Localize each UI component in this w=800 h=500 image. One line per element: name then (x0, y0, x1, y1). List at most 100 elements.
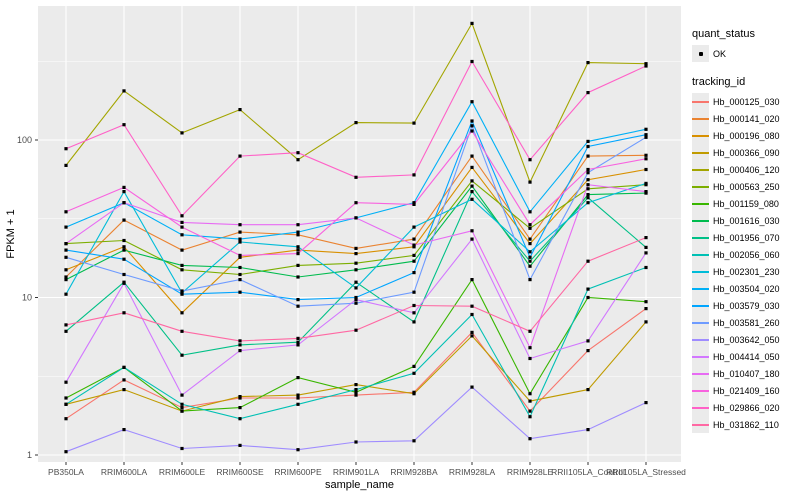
data-point (412, 173, 416, 177)
data-point (470, 190, 474, 194)
data-point (64, 450, 68, 454)
legend-entries: Hb_000125_030 Hb_000141_020 Hb_000196_080 H… (692, 93, 798, 433)
legend-series-label: Hb_003581_260 (713, 317, 780, 328)
data-point (412, 371, 416, 375)
series-color-line-icon (692, 338, 709, 341)
data-point (470, 21, 474, 25)
data-point (354, 383, 358, 387)
data-point (354, 280, 358, 284)
data-point (470, 312, 474, 317)
data-point (296, 158, 300, 162)
data-point (586, 295, 590, 300)
data-point (180, 220, 184, 224)
legend-item-Hb_004414_050: Hb_004414_050 (692, 348, 798, 365)
legend-label-ok: OK (713, 48, 727, 59)
data-point (528, 392, 532, 396)
series-color-line-icon (692, 270, 709, 273)
data-point (470, 278, 474, 282)
data-point (470, 304, 474, 308)
data-point (238, 290, 242, 294)
legend-series-label: Hb_003642_050 (713, 334, 780, 345)
data-point (296, 151, 300, 155)
data-point (64, 329, 68, 333)
legend-series-label: Hb_004414_050 (713, 351, 780, 362)
x-tick-label: PB350LA (48, 467, 84, 477)
legend-item-Hb_010407_180: Hb_010407_180 (692, 365, 798, 382)
data-point (644, 251, 648, 255)
legend-gap (692, 62, 798, 76)
data-point (296, 233, 300, 237)
data-point (586, 61, 590, 65)
data-point (528, 264, 532, 268)
legend-series-label: Hb_000125_030 (713, 96, 780, 107)
data-point (412, 245, 416, 249)
data-point (238, 343, 242, 347)
series-color-line-icon (692, 372, 709, 375)
series-color-line-icon (692, 253, 709, 256)
legend-item-Hb_003642_050: Hb_003642_050 (692, 331, 798, 348)
data-point (412, 392, 416, 396)
data-point (296, 340, 300, 344)
legend-series-label: Hb_003504_020 (713, 283, 780, 294)
legend-item-Hb_003504_020: Hb_003504_020 (692, 280, 798, 297)
data-point (354, 175, 358, 179)
data-point (122, 311, 126, 315)
data-point (528, 242, 532, 246)
data-point (412, 311, 416, 315)
data-point (354, 246, 358, 250)
data-point (122, 190, 126, 194)
data-point (586, 178, 590, 182)
data-point (180, 233, 184, 237)
data-point (470, 197, 474, 201)
data-point (586, 91, 590, 95)
data-point (528, 158, 532, 162)
data-point (122, 388, 126, 392)
point-marker-icon (698, 51, 703, 56)
data-point (180, 446, 184, 451)
data-point (528, 210, 532, 214)
data-point (528, 259, 532, 263)
data-point (644, 64, 648, 68)
series-color-line-icon (692, 168, 709, 171)
data-point (644, 320, 648, 324)
data-point (238, 237, 242, 241)
data-point (644, 62, 648, 66)
data-point (122, 365, 126, 369)
data-point (470, 59, 474, 64)
data-point (64, 402, 68, 406)
data-point (354, 121, 358, 125)
data-point (412, 202, 416, 206)
data-point (412, 320, 416, 324)
data-point (470, 129, 474, 133)
data-point (238, 255, 242, 259)
data-point (528, 255, 532, 259)
legend-title-tracking-id: tracking_id (692, 76, 746, 88)
data-point (238, 240, 242, 244)
legend-key-swatch (692, 144, 709, 161)
series-color-line-icon (692, 389, 709, 392)
data-point (586, 196, 590, 200)
data-point (586, 171, 590, 175)
data-point (644, 236, 648, 240)
data-point (470, 385, 474, 389)
data-point (586, 139, 590, 143)
legend-item-Hb_000563_250: Hb_000563_250 (692, 178, 798, 195)
data-point (238, 417, 242, 421)
data-point (296, 223, 300, 227)
legend-series-label: Hb_002056_060 (713, 249, 780, 260)
x-axis-title: sample_name (325, 479, 394, 491)
x-tick-label: RRIM600PE (274, 467, 322, 477)
series-color-line-icon (692, 219, 709, 222)
legend-key-swatch (692, 110, 709, 127)
legend: quant_status OK tracking_id Hb_000125_03… (692, 28, 798, 433)
legend-key-swatch (692, 382, 709, 399)
legend-series-label: Hb_031862_110 (713, 419, 779, 430)
legend-series-label: Hb_010407_180 (713, 368, 780, 379)
data-point (64, 242, 68, 246)
data-point (238, 395, 242, 399)
data-point (354, 201, 358, 205)
data-point (238, 339, 242, 343)
legend-item-Hb_003581_260: Hb_003581_260 (692, 314, 798, 331)
